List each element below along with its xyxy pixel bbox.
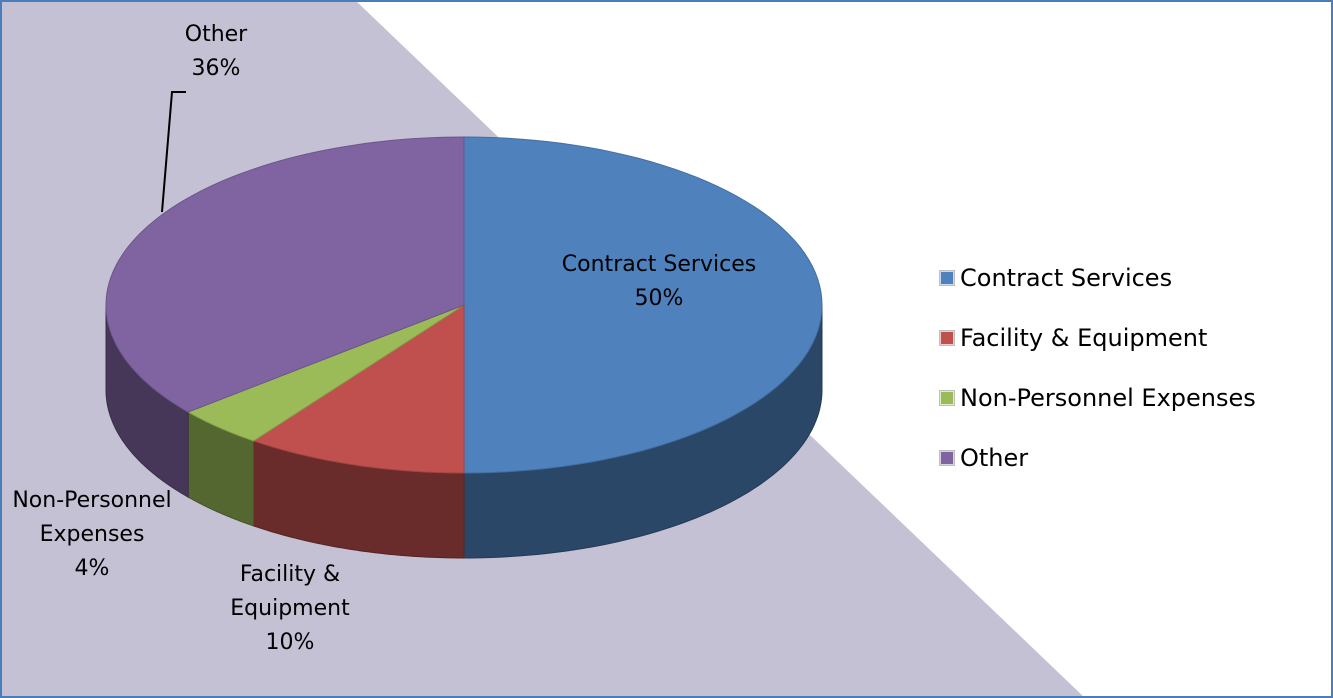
data-label-category: Facility & Equipment: [230, 562, 350, 621]
data-label: Contract Services 50%: [529, 248, 789, 316]
legend-label: Non-Personnel Expenses: [960, 384, 1256, 412]
data-label-value: 50%: [634, 286, 684, 311]
pie-slice: [463, 136, 823, 559]
data-label-value: 4%: [74, 556, 110, 581]
legend-label: Facility & Equipment: [960, 324, 1208, 352]
data-label-value: 36%: [191, 56, 241, 81]
data-label-value: 10%: [265, 630, 315, 655]
slice-top: [463, 136, 823, 474]
legend-swatch: [939, 450, 955, 466]
data-label-category: Non-Personnel Expenses: [12, 488, 172, 547]
leader-line: [161, 91, 186, 213]
pie-slice: [186, 304, 465, 527]
slice-top: [252, 304, 465, 474]
pie: [105, 136, 823, 559]
legend-swatch: [939, 390, 955, 406]
legend-swatch: [939, 270, 955, 286]
data-label: Other 36%: [166, 18, 266, 86]
pie-slice: [252, 304, 465, 559]
data-label: Facility & Equipment 10%: [215, 558, 365, 660]
legend-item: Contract Services: [939, 248, 1256, 308]
data-label: Non-Personnel Expenses 4%: [4, 484, 180, 586]
legend-item: Facility & Equipment: [939, 308, 1256, 368]
data-label-category: Contract Services: [561, 252, 757, 277]
legend-item: Non-Personnel Expenses: [939, 368, 1256, 428]
slice-top: [186, 304, 465, 442]
legend: Contract Services Facility & Equipment Non…: [939, 248, 1256, 488]
slice-top: [105, 136, 465, 413]
legend-label: Contract Services: [960, 264, 1173, 292]
legend-label: Other: [960, 444, 1029, 472]
legend-item: Other: [939, 428, 1256, 488]
pie-slice: [105, 136, 465, 498]
legend-swatch: [939, 330, 955, 346]
data-label-category: Other: [184, 22, 248, 47]
